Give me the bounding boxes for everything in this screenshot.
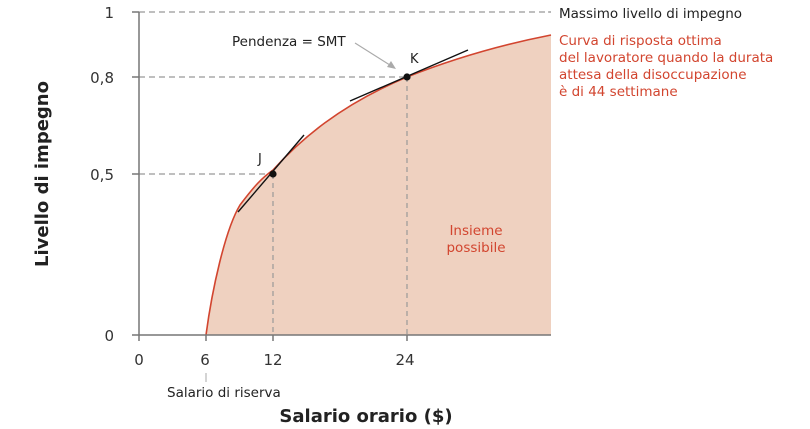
slope-arrow [354,42,394,68]
feasible-set-label-line-2: possibile [446,240,505,256]
x-tick-6: 6 [200,351,210,369]
curve-label-line-2: del lavoratore quando la durata [559,50,773,66]
reservation-wage-label: Salario di riserva [167,385,281,401]
feasible-set-area [206,35,551,335]
curve-label-line-1: Curva di risposta ottima [559,33,722,49]
x-axis-title: Salario orario ($) [279,406,452,427]
point-k-label: K [410,52,419,67]
y-tick-1: 1 [104,4,114,22]
y-axis-title: Livello di impegno [32,81,53,267]
max-effort-label: Massimo livello di impegno [559,6,742,22]
y-tick-05: 0,5 [90,166,114,184]
curve-label-line-4: è di 44 settimane [559,84,678,100]
x-tick-24: 24 [395,351,414,369]
y-tick-0: 0 [104,327,114,345]
feasible-set-label-line-1: Insieme [449,223,502,239]
point-j [269,170,277,178]
y-tick-08: 0,8 [90,69,114,87]
point-k [403,73,411,81]
slope-arrow-head [387,61,396,69]
point-j-label: J [257,152,262,167]
curve-label-line-3: attesa della disoccupazione [559,67,747,83]
x-tick-12: 12 [263,351,282,369]
x-tick-0: 0 [134,351,144,369]
slope-label: Pendenza = SMT [232,34,346,50]
